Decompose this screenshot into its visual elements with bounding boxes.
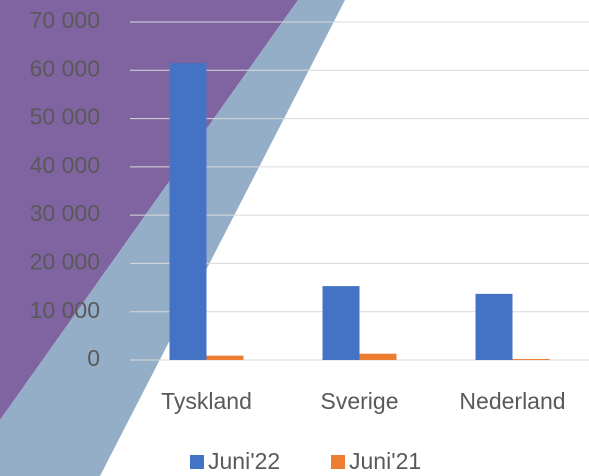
bar bbox=[475, 293, 513, 360]
x-tick-label: Nederland bbox=[459, 388, 565, 414]
y-tick-label: 30 000 bbox=[30, 200, 100, 226]
legend-swatch bbox=[190, 455, 204, 469]
legend-label: Juni'22 bbox=[208, 448, 280, 474]
y-tick-label: 40 000 bbox=[30, 152, 100, 178]
bar bbox=[169, 63, 207, 361]
y-tick-label: 50 000 bbox=[30, 104, 100, 130]
legend-label: Juni'21 bbox=[349, 448, 421, 474]
bar bbox=[359, 353, 397, 360]
bar bbox=[512, 359, 550, 360]
bar bbox=[322, 286, 360, 360]
y-tick-label: 20 000 bbox=[30, 249, 100, 275]
y-tick-label: 70 000 bbox=[30, 7, 100, 33]
y-tick-label: 0 bbox=[87, 345, 100, 371]
y-tick-label: 10 000 bbox=[30, 297, 100, 323]
bar bbox=[206, 355, 244, 360]
legend-swatch bbox=[331, 455, 345, 469]
x-tick-label: Tyskland bbox=[161, 388, 252, 414]
y-tick-label: 60 000 bbox=[30, 55, 100, 81]
x-tick-label: Sverige bbox=[321, 388, 399, 414]
